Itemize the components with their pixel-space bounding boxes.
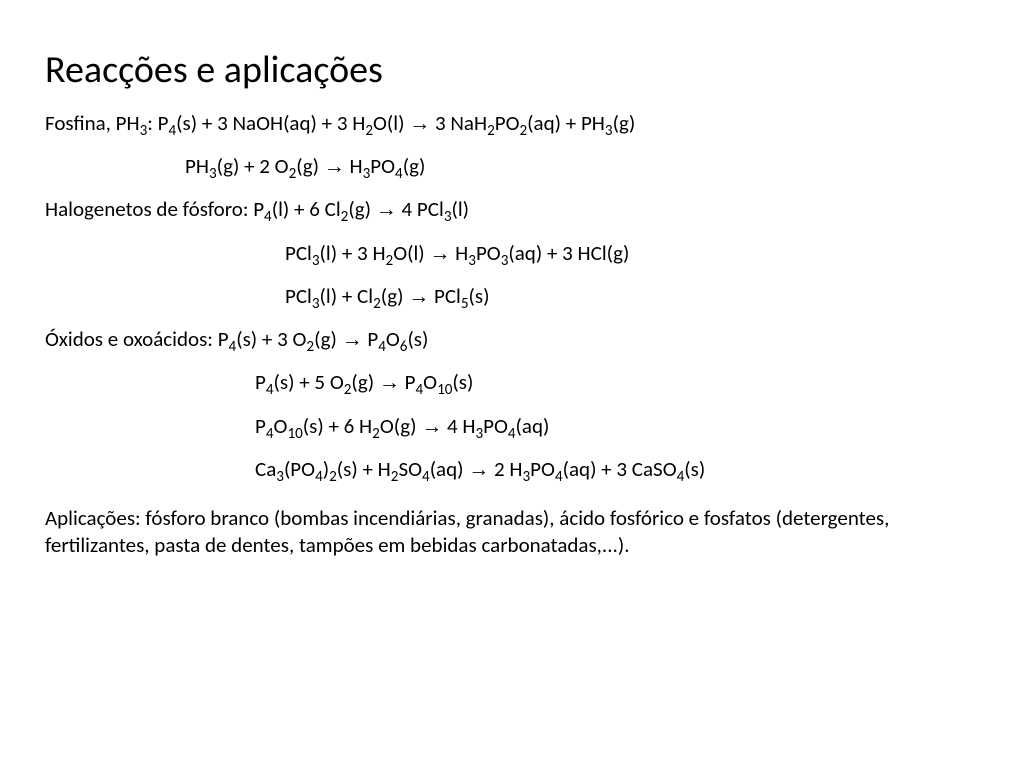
equation-line: Fosfina, PH3: P4(s) + 3 NaOH(aq) + 3 H2O… bbox=[45, 110, 979, 137]
equation: PH3(g) + 2 O2(g) → H3PO4(g) bbox=[185, 153, 425, 179]
equation-line: P4O10(s) + 6 H2O(g) → 4 H3PO4(aq) bbox=[45, 413, 979, 440]
equation: P4(s) + 3 NaOH(aq) + 3 H2O(l) → 3 NaH2PO… bbox=[158, 110, 636, 136]
equation: P4(l) + 6 Cl2(g) → 4 PCl3(l) bbox=[253, 196, 469, 222]
equation: PCl3(l) + Cl2(g) → PCl5(s) bbox=[285, 283, 489, 309]
applications-paragraph: Aplicações: fósforo branco (bombas incen… bbox=[45, 505, 965, 560]
equation: PCl3(l) + 3 H2O(l) → H3PO3(aq) + 3 HCl(g… bbox=[285, 240, 629, 266]
slide-body: Fosfina, PH3: P4(s) + 3 NaOH(aq) + 3 H2O… bbox=[45, 110, 979, 483]
equation: P4(s) + 5 O2(g) → P4O10(s) bbox=[255, 369, 473, 395]
slide: Reacções e aplicações Fosfina, PH3: P4(s… bbox=[0, 0, 1024, 768]
slide-title: Reacções e aplicações bbox=[45, 50, 979, 92]
section-label: Halogenetos de fósforo: bbox=[45, 196, 253, 222]
equation: P4(s) + 3 O2(g) → P4O6(s) bbox=[218, 326, 429, 352]
equation-line: PCl3(l) + 3 H2O(l) → H3PO3(aq) + 3 HCl(g… bbox=[45, 240, 979, 267]
equation-line: Óxidos e oxoácidos: P4(s) + 3 O2(g) → P4… bbox=[45, 326, 979, 353]
equation-line: Ca3(PO4)2(s) + H2SO4(aq) → 2 H3PO4(aq) +… bbox=[45, 456, 979, 483]
section-label: Fosfina, PH3: bbox=[45, 110, 158, 136]
equation-line: PH3(g) + 2 O2(g) → H3PO4(g) bbox=[45, 153, 979, 180]
equation: P4O10(s) + 6 H2O(g) → 4 H3PO4(aq) bbox=[255, 413, 549, 439]
section-label: Óxidos e oxoácidos: bbox=[45, 326, 218, 352]
equation-line: PCl3(l) + Cl2(g) → PCl5(s) bbox=[45, 283, 979, 310]
equation-line: P4(s) + 5 O2(g) → P4O10(s) bbox=[45, 369, 979, 396]
equation: Ca3(PO4)2(s) + H2SO4(aq) → 2 H3PO4(aq) +… bbox=[255, 456, 705, 482]
equation-line: Halogenetos de fósforo: P4(l) + 6 Cl2(g)… bbox=[45, 196, 979, 223]
